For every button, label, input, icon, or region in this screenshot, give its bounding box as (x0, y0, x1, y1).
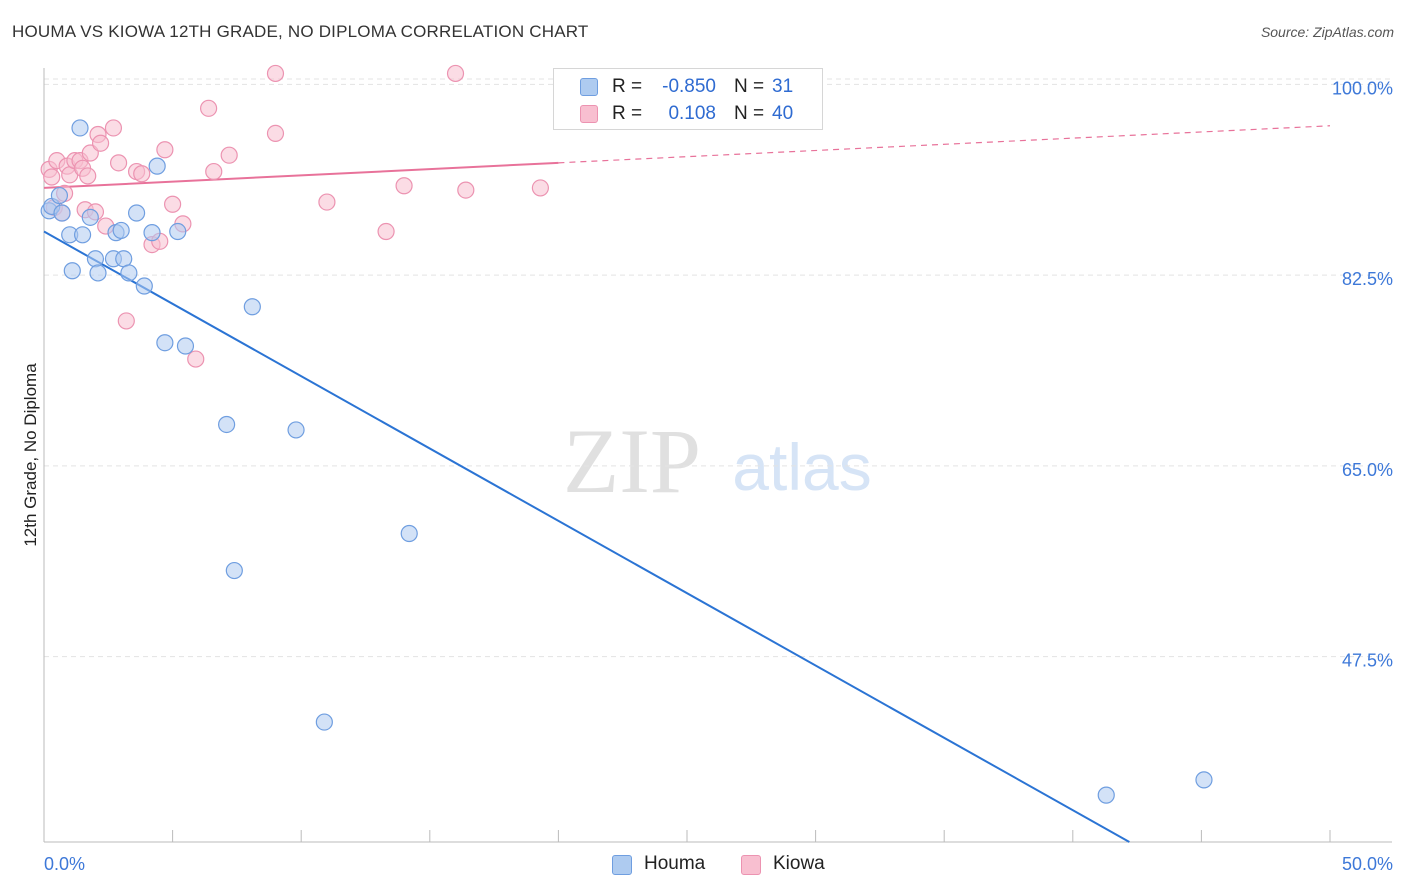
legend-r-value: 0.108 (668, 103, 716, 124)
houma-point (112, 221, 130, 240)
houma-point (86, 250, 105, 268)
kiowa-point (220, 146, 238, 164)
kiowa-point (187, 350, 205, 368)
legend-n-value: 40 (772, 103, 794, 124)
kiowa-trend-line-extension (558, 125, 1331, 164)
houma-point (63, 262, 81, 280)
kiowa-point (164, 195, 182, 213)
kiowa-point (43, 168, 61, 186)
houma-point (143, 224, 161, 242)
watermark-zip: ZIP (563, 410, 701, 512)
y-axis-title: 12th Grade, No Diploma (21, 363, 40, 547)
data-points (40, 64, 1213, 804)
trend-lines (43, 125, 1331, 843)
kiowa-point (266, 64, 285, 83)
houma-point (148, 157, 166, 175)
chart-title: HOUMA VS KIOWA 12TH GRADE, NO DIPLOMA CO… (12, 22, 589, 41)
kiowa-point (446, 64, 465, 83)
y-tick-label: 65.0% (1342, 460, 1393, 480)
kiowa-legend-icon (741, 855, 761, 875)
y-tick-label: 100.0% (1332, 78, 1393, 98)
legend-n-value: 31 (772, 76, 794, 97)
legend-r-label: R = (612, 76, 643, 97)
watermark-atlas: atlas (732, 430, 871, 504)
kiowa-point (266, 124, 285, 143)
kiowa-point (457, 181, 475, 199)
houma-point (218, 415, 236, 434)
houma-point (120, 264, 138, 282)
houma-point (156, 334, 174, 352)
houma-point (400, 524, 418, 543)
legend-r-value: -0.850 (662, 76, 716, 97)
x-tick-label-min: 0.0% (44, 854, 85, 874)
kiowa-point (117, 312, 135, 330)
kiowa-trend-line (43, 161, 559, 189)
houma-point (81, 208, 99, 226)
houma-point (1097, 786, 1115, 804)
tick-labels: 100.0% 82.5% 65.0% 47.5% 0.0% 50.0% (44, 78, 1393, 874)
houma-point (287, 421, 305, 439)
houma-point (127, 204, 146, 222)
kiowa-point (377, 222, 395, 241)
houma-point (169, 222, 187, 241)
kiowa-point (133, 165, 151, 183)
legend-n-label: N = (734, 103, 765, 124)
x-tick-label-max: 50.0% (1342, 854, 1393, 874)
houma-point (73, 226, 92, 244)
axes (43, 68, 1392, 843)
source-label: Source: ZipAtlas.com (1260, 24, 1394, 40)
legend-r-label: R = (612, 103, 643, 124)
kiowa-legend-label: Kiowa (773, 853, 825, 874)
kiowa-point (318, 193, 336, 211)
kiowa-swatch-icon (580, 105, 598, 123)
houma-point (176, 337, 195, 355)
houma-point (71, 119, 89, 137)
legend-n-label: N = (734, 76, 765, 97)
y-tick-label: 47.5% (1342, 651, 1393, 671)
houma-point (50, 186, 69, 205)
houma-point (89, 264, 107, 282)
correlation-legend: R = -0.850 N = 31 R = 0.108 N = 40 (553, 68, 823, 130)
houma-trend-line (43, 230, 1130, 843)
series-legend: Houma Kiowa (0, 852, 1406, 878)
houma-point (1195, 771, 1213, 789)
kiowa-point (79, 167, 97, 185)
kiowa-point (531, 179, 549, 197)
houma-legend-label: Houma (644, 853, 706, 874)
kiowa-point (200, 99, 218, 117)
houma-point (243, 298, 261, 316)
legend-row-kiowa: R = 0.108 N = 40 (554, 101, 822, 127)
houma-point (53, 204, 71, 222)
houma-point (225, 561, 243, 580)
houma-point (135, 277, 153, 295)
grid-lines (44, 78, 1392, 658)
kiowa-point (395, 177, 413, 195)
kiowa-point (109, 154, 128, 172)
houma-swatch-icon (580, 78, 598, 96)
kiowa-point (205, 162, 223, 181)
y-tick-label: 82.5% (1342, 269, 1393, 289)
kiowa-point (91, 134, 110, 152)
houma-point (315, 713, 333, 731)
legend-row-houma: R = -0.850 N = 31 (554, 74, 822, 100)
houma-legend-icon (612, 855, 632, 875)
kiowa-point (104, 119, 123, 137)
kiowa-point (156, 141, 174, 159)
